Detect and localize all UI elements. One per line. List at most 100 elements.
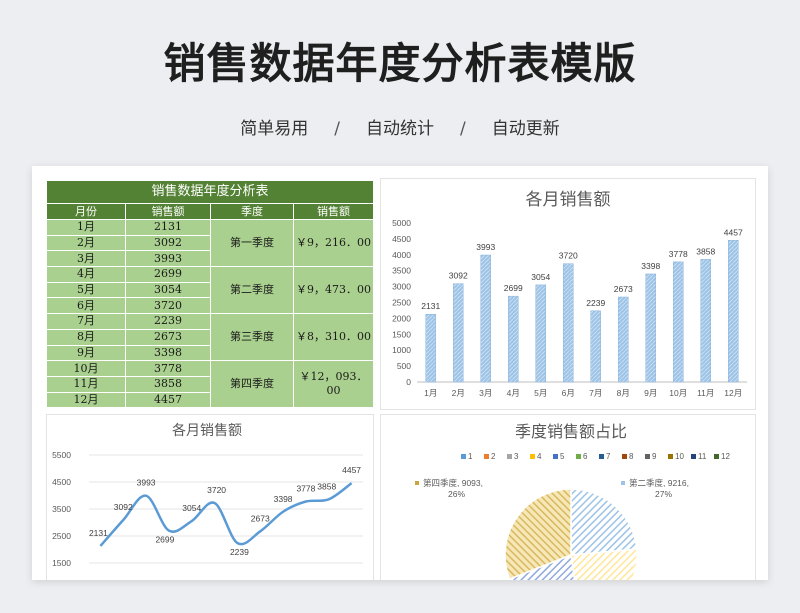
line-data-label: 3858 <box>317 481 336 491</box>
spreadsheet-preview: 销售数据年度分析表 月份 销售额 季度 销售额 1月 2131 第一季度 ￥9，… <box>32 166 768 580</box>
x-tick-label: 8月 <box>617 388 630 398</box>
bar-data-label: 3720 <box>559 251 578 261</box>
y-tick-label: 1500 <box>52 558 71 568</box>
line-data-label: 3720 <box>207 485 226 495</box>
x-tick-label: 3月 <box>479 388 492 398</box>
quarter-total-cell: ￥9，473．00 <box>293 266 374 315</box>
sales-table: 销售数据年度分析表 月份 销售额 季度 销售额 1月 2131 第一季度 ￥9，… <box>46 180 374 409</box>
month-cell: 7月 <box>46 313 126 330</box>
legend-swatch <box>576 454 581 459</box>
bar <box>700 259 711 383</box>
month-cell: 11月 <box>46 375 126 393</box>
y-tick-label: 4500 <box>52 477 71 487</box>
legend-swatch <box>714 454 719 459</box>
sales-cell: 2239 <box>125 313 211 330</box>
legend-label: 10 <box>675 452 684 461</box>
pie-slice <box>570 548 638 580</box>
table-row: 2月 3092 <box>46 234 374 252</box>
pie-label: 26% <box>448 489 465 499</box>
bar <box>645 273 656 383</box>
chart-title: 各月销售额 <box>172 423 242 439</box>
bar-data-label: 3778 <box>669 249 688 259</box>
quarter-cell: 第一季度 <box>210 218 294 268</box>
legend-swatch <box>691 454 696 459</box>
table-row: 12月 4457 <box>46 391 374 409</box>
y-tick-label: 500 <box>397 361 411 371</box>
tag-separator: / <box>460 119 466 139</box>
col-quarter-sales-header: 销售额 <box>293 203 374 220</box>
legend-swatch <box>553 454 558 459</box>
legend-label: 8 <box>629 452 634 461</box>
pie-slice <box>570 488 638 556</box>
bar <box>480 254 491 383</box>
y-tick-label: 1000 <box>392 345 411 355</box>
line-data-label: 2131 <box>89 528 108 538</box>
x-tick-label: 11月 <box>697 388 714 398</box>
table-row: 11月 3858 <box>46 375 374 393</box>
col-month-header: 月份 <box>46 203 126 220</box>
x-tick-label: 7月 <box>589 388 602 398</box>
sales-cell: 3720 <box>125 297 211 315</box>
sales-cell: 3858 <box>125 375 211 393</box>
bar-data-label: 3858 <box>696 246 715 256</box>
bar-data-label: 3398 <box>641 261 660 271</box>
table-caption: 销售数据年度分析表 <box>46 180 374 204</box>
bar-data-label: 3054 <box>531 272 550 282</box>
month-cell: 12月 <box>46 391 126 409</box>
legend-label: 11 <box>698 452 707 461</box>
tag-auto-stats: 自动统计 <box>366 119 434 139</box>
month-cell: 4月 <box>46 266 126 283</box>
line-data-label: 2239 <box>230 547 249 557</box>
sales-cell: 3778 <box>125 360 211 377</box>
table-row: 4月 2699 第二季度 ￥9，473．00 <box>46 266 374 315</box>
bar-chart: 各月销售额 0 500 1000 1500 2000 2500 3000 3500 4000 450… <box>392 190 747 398</box>
bar-data-label: 2673 <box>614 284 633 294</box>
y-tick-label: 2000 <box>392 313 411 323</box>
page-title: 销售数据年度分析表模版 <box>163 39 637 88</box>
table-row: 10月 3778 第四季度 ￥12，093．00 <box>46 360 374 409</box>
line-data-label: 2673 <box>251 513 270 523</box>
x-tick-label: 2月 <box>452 388 465 398</box>
bar <box>563 263 574 383</box>
line-data-label: 4457 <box>342 465 361 475</box>
y-tick-label: 0 <box>406 377 411 387</box>
legend-label: 4 <box>537 452 542 461</box>
legend-label: 5 <box>560 452 565 461</box>
y-tick-label: 5000 <box>392 218 411 228</box>
y-tick-label: 2500 <box>392 298 411 308</box>
table-row: 1月 2131 第一季度 ￥9，216．00 <box>46 218 374 268</box>
line-data-label: 2699 <box>155 535 174 545</box>
bar <box>453 283 464 383</box>
tag-auto-update: 自动更新 <box>491 119 560 139</box>
sales-cell: 3092 <box>125 234 211 252</box>
sales-cell: 3054 <box>125 281 211 299</box>
y-tick-label: 4500 <box>392 234 411 244</box>
x-tick-label: 9月 <box>644 388 657 398</box>
series-line <box>99 482 353 547</box>
table-row: 3月 3993 <box>46 250 374 268</box>
col-sales-header: 销售额 <box>125 203 211 220</box>
line-data-label: 3398 <box>274 494 293 504</box>
table-row: 8月 2673 <box>46 328 374 346</box>
legend-swatch <box>507 454 512 459</box>
legend-swatch <box>599 454 604 459</box>
x-tick-label: 6月 <box>562 388 575 398</box>
legend-label: 3 <box>514 452 519 461</box>
bar <box>425 313 436 383</box>
bar <box>508 295 519 383</box>
x-tick-label: 1月 <box>424 388 437 398</box>
table-row: 9月 3398 <box>46 344 374 362</box>
line-chart-panel: 各月销售额 1500 2500 3500 4500 5500 2131 3092 3993 269… <box>46 414 374 580</box>
legend-label: 6 <box>583 452 588 461</box>
quarter-total-cell: ￥8，310．00 <box>293 313 374 362</box>
quarter-cell: 第三季度 <box>210 313 294 362</box>
quarter-cell: 第二季度 <box>210 266 294 315</box>
y-tick-label: 3000 <box>392 282 411 292</box>
bar <box>728 240 739 383</box>
line-data-label: 3993 <box>137 478 156 488</box>
chart-title: 各月销售额 <box>526 190 611 210</box>
month-cell: 3月 <box>46 250 126 268</box>
pie-label: 第二季度, 9216, <box>629 478 689 488</box>
x-tick-label: 10月 <box>669 388 687 398</box>
legend-swatch <box>484 454 489 459</box>
